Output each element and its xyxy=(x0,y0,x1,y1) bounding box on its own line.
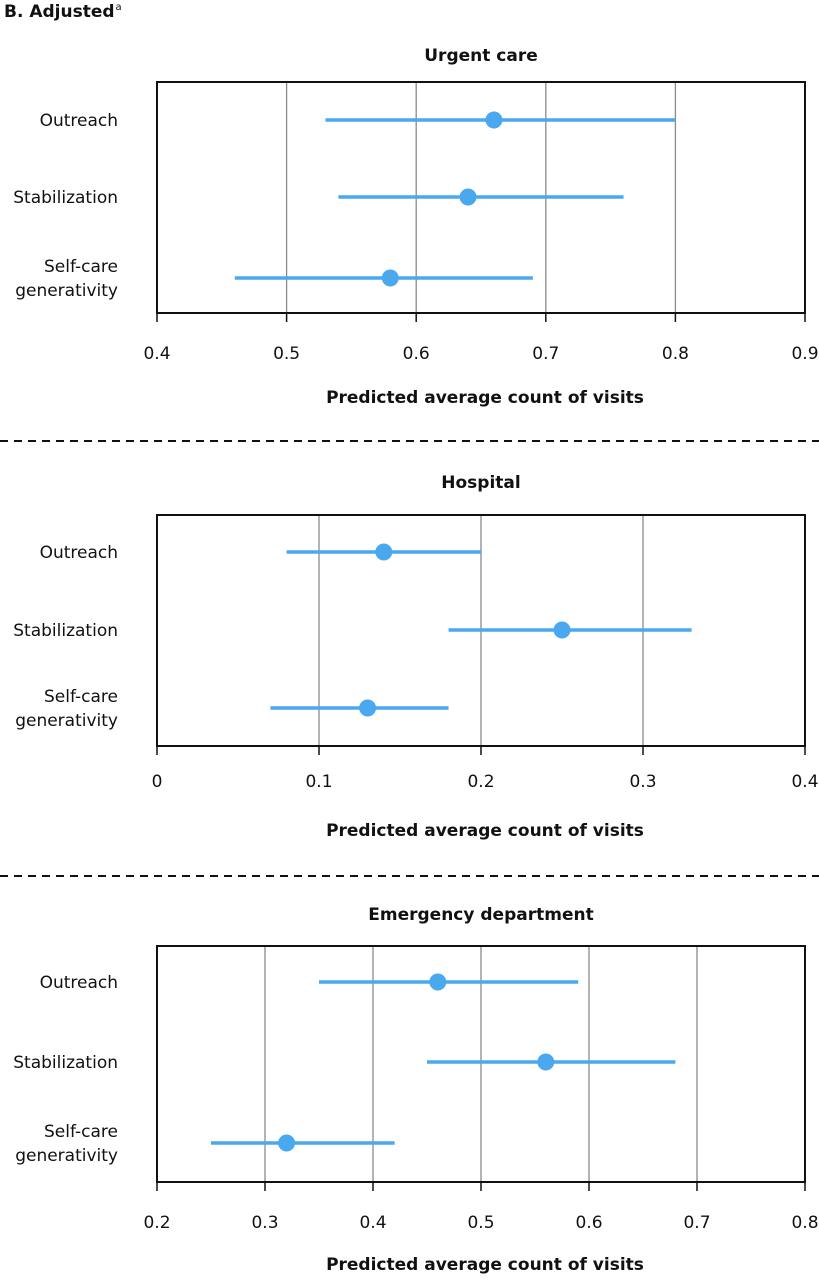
category-label: Outreach xyxy=(40,973,118,993)
estimate-point xyxy=(485,111,503,129)
figure-title-superscript: a xyxy=(115,2,122,13)
figure-title: B. Adjusteda xyxy=(4,2,122,22)
x-tick-label: 0.8 xyxy=(791,1213,818,1233)
x-axis-label: Predicted average count of visits xyxy=(326,1255,644,1275)
chart-panel-2: Hospital 0 0.1 0.2 0.3 0.4 Outreach Stabilizati… xyxy=(13,473,818,841)
category-label: Self-care xyxy=(44,687,118,707)
estimate-point xyxy=(429,973,447,991)
estimate-point xyxy=(537,1053,555,1071)
figure-title-text: B. Adjusted xyxy=(4,2,115,22)
x-tick-label: 0.4 xyxy=(143,344,170,364)
x-tick-label: 0.1 xyxy=(305,772,332,792)
x-axis-label: Predicted average count of visits xyxy=(326,388,644,408)
x-tick-label: 0.9 xyxy=(791,344,818,364)
plot-frame xyxy=(156,514,806,747)
x-tick-label: 0.2 xyxy=(467,772,494,792)
panel-title: Emergency department xyxy=(368,905,593,925)
x-tick-label: 0.6 xyxy=(403,344,430,364)
x-tick-label: 0.3 xyxy=(251,1213,278,1233)
category-label: generativity xyxy=(15,281,118,301)
x-tick-label: 0.7 xyxy=(683,1213,710,1233)
x-tick-label: 0.2 xyxy=(143,1213,170,1233)
category-label: generativity xyxy=(15,1146,118,1166)
x-axis-label: Predicted average count of visits xyxy=(326,821,644,841)
x-tick-label: 0.5 xyxy=(273,344,300,364)
x-tick-label: 0.8 xyxy=(662,344,689,364)
plot-frame xyxy=(156,81,806,314)
estimate-point xyxy=(381,269,399,287)
category-label: Self-care xyxy=(44,1122,118,1142)
estimate-point xyxy=(459,188,477,206)
x-tick-label: 0 xyxy=(152,772,163,792)
estimate-point xyxy=(553,621,571,639)
category-label: Stabilization xyxy=(13,188,118,208)
x-tick-label: 0.4 xyxy=(791,772,818,792)
estimate-point xyxy=(278,1134,296,1152)
category-label: generativity xyxy=(15,711,118,731)
x-tick-label: 0.6 xyxy=(575,1213,602,1233)
category-label: Stabilization xyxy=(13,621,118,641)
chart-panel-3: Emergency department 0.2 0.3 0.4 0.5 0.6 0.7 0.… xyxy=(13,905,818,1275)
x-tick-label: 0.3 xyxy=(629,772,656,792)
panel-title: Urgent care xyxy=(424,46,538,66)
category-label: Outreach xyxy=(40,543,118,563)
category-label: Outreach xyxy=(40,111,118,131)
estimate-point xyxy=(375,543,393,561)
x-tick-label: 0.7 xyxy=(532,344,559,364)
x-tick-label: 0.4 xyxy=(359,1213,386,1233)
estimate-point xyxy=(359,699,377,717)
plot-frame xyxy=(156,945,806,1183)
chart-panel-1: Urgent care 0.4 0.5 0.6 0.7 0.8 0.9 Outreach Sta… xyxy=(13,46,818,408)
category-label: Self-care xyxy=(44,257,118,277)
category-label: Stabilization xyxy=(13,1053,118,1073)
panel-title: Hospital xyxy=(441,473,520,493)
x-tick-label: 0.5 xyxy=(467,1213,494,1233)
